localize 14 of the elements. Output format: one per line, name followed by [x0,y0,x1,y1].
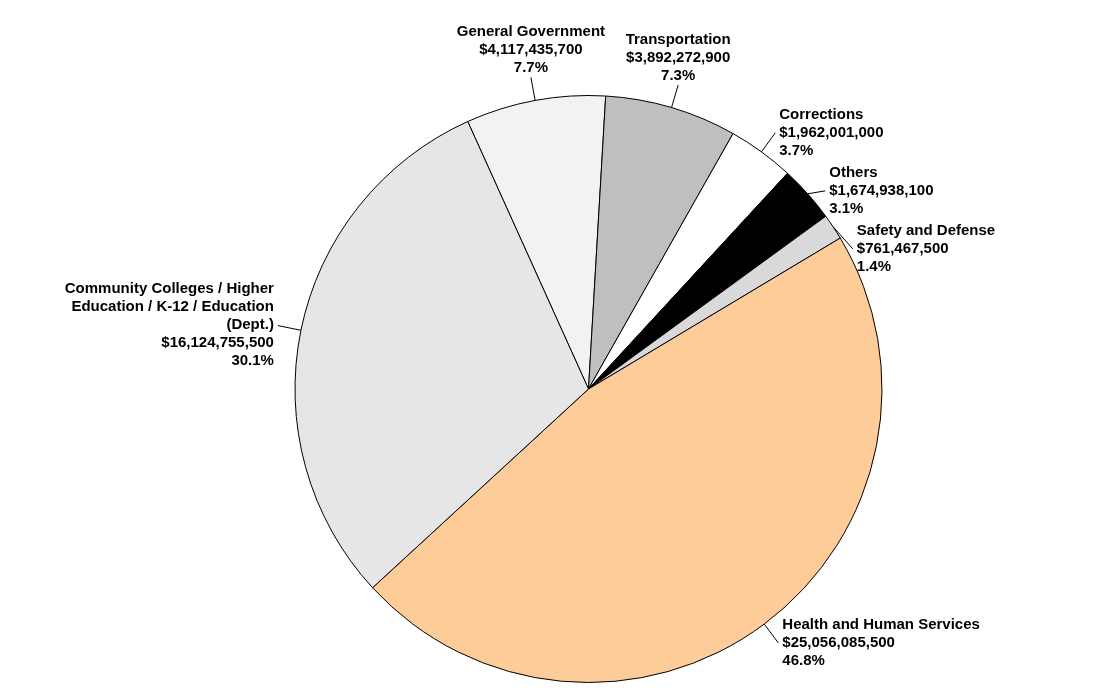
data-label: $25,056,085,500 46.8% [782,632,895,668]
data-label: $4,117,435,700 7.7% [479,39,583,75]
data-label: $761,467,500 1.4% [856,238,949,274]
data-label: $1,674,938,100 3.1% [829,180,934,216]
data-label: $16,124,755,500 30.1% [161,333,274,369]
slice-label: Safety and Defense [856,220,996,238]
data-label: $3,892,272,900 7.3% [626,47,731,83]
slice-label: Others [829,162,878,180]
slice-label: Corrections [779,104,864,122]
slice-label: Health and Human Services [782,614,980,632]
slice-label: General Government [456,21,606,39]
slice-label: Community Colleges / Higher Education / K-12 / Education (Dept.) [64,279,275,333]
slice-label: Transportation [625,29,731,47]
data-label: $1,962,001,000 3.7% [779,122,884,158]
